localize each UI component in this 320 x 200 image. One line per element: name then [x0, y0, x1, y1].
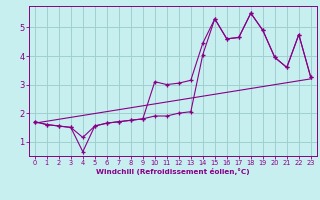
X-axis label: Windchill (Refroidissement éolien,°C): Windchill (Refroidissement éolien,°C): [96, 168, 250, 175]
